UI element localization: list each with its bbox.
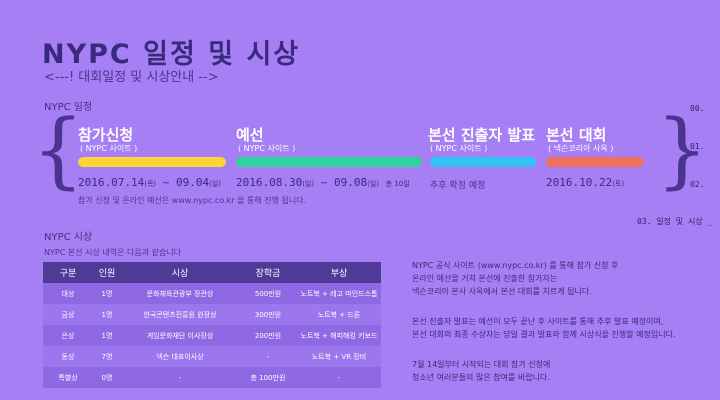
- cell-prize: -: [297, 367, 381, 388]
- cell-category: 동상: [43, 346, 93, 367]
- cell-category: 은상: [43, 325, 93, 346]
- stage-announce-sub: ( NYPC 사이트 ): [430, 144, 488, 153]
- awards-intro: NYPC 본선 시상 내역은 다음과 같습니다: [44, 248, 182, 257]
- stage-apply-bar: [78, 157, 226, 167]
- cell-prize: 노트북 + VR 장비: [297, 346, 381, 367]
- apply-end-date: 09.04: [176, 176, 210, 189]
- stage-prelim-bar: [236, 157, 422, 167]
- side-nav-item-01[interactable]: 01.: [690, 142, 705, 151]
- cell-prize: 노트북 + 드론: [297, 304, 381, 325]
- awards-header-row: 구분 인원 시상 장학금 부상: [43, 262, 381, 283]
- prelim-start-day: (일): [302, 180, 315, 188]
- info-paragraph-1: NYPC 공식 사이트 (www.nypc.co.kr) 를 통해 참가 신청 …: [412, 259, 618, 298]
- cell-prize: 노트북 + 해피해킹 키보드: [297, 325, 381, 346]
- stage-announce-bar: [430, 157, 536, 167]
- cell-count: 0명: [93, 367, 121, 388]
- schedule-note: 참가 신청 및 온라인 예선은 www.nypc.co.kr 을 통해 진행 됩…: [78, 196, 307, 205]
- final-date-day: (토): [612, 180, 625, 188]
- apply-start-day: (목): [144, 180, 157, 188]
- prelim-total-days: 총 10일: [385, 180, 410, 188]
- table-row: 대상 1명 문화체육관광부 장관상 500만원 노트북 + 레고 마인드스톰: [43, 283, 381, 304]
- col-header-prize: 부상: [297, 262, 381, 283]
- cell-award: 한국콘텐츠진흥원 원장상: [121, 304, 239, 325]
- stage-final-title: 본선 대회: [546, 126, 607, 144]
- info-line: 온라인 예선을 거쳐 본선에 진출한 참가자는: [412, 274, 558, 283]
- cell-scholarship: 300만원: [239, 304, 297, 325]
- final-date-value: 2016.10.22: [546, 176, 613, 189]
- info-line: 본선 대회의 최종 수상자는 당일 결과 발표와 함께 시상식을 진행할 예정입…: [412, 330, 676, 339]
- announce-date: 추후 확정 예정: [430, 181, 486, 191]
- cell-scholarship: 총 100만원: [239, 367, 297, 388]
- cell-scholarship: 200만원: [239, 325, 297, 346]
- info-line: 넥슨코리아 본사 사옥에서 본선 대회를 치르게 됩니다.: [412, 287, 592, 296]
- stage-announce-title: 본선 진출자 발표: [428, 126, 536, 144]
- side-nav-item-02[interactable]: 02.: [690, 180, 705, 189]
- prelim-start-date: 2016.08.30: [236, 176, 303, 189]
- awards-table: 구분 인원 시상 장학금 부상 대상 1명 문화체육관광부 장관상 500만원 …: [43, 262, 381, 388]
- prelim-end-date: 09.08: [334, 176, 368, 189]
- cell-category: 금상: [43, 304, 93, 325]
- awards-heading: NYPC 시상: [44, 232, 93, 243]
- stage-prelim-title: 예선: [236, 126, 264, 144]
- side-nav-item-03-active[interactable]: 03. 일정 및 시상 _: [637, 217, 713, 226]
- info-line: 본선 진출자 발표는 예선이 모두 끝난 후 사이트를 통해 추후 발표 예정이…: [412, 317, 664, 326]
- cell-award: -: [121, 367, 239, 388]
- info-paragraph-3: 7월 14일부터 시작되는 대회 참가 신청에 청소년 여러분들의 많은 참여를…: [412, 358, 550, 384]
- table-row: 금상 1명 한국콘텐츠진흥원 원장상 300만원 노트북 + 드론: [43, 304, 381, 325]
- col-header-scholarship: 장학금: [239, 262, 297, 283]
- col-header-award: 시상: [121, 262, 239, 283]
- table-row: 동상 7명 넥슨 대표이사상 - 노트북 + VR 장비: [43, 346, 381, 367]
- cell-award: 문화체육관광부 장관상: [121, 283, 239, 304]
- col-header-category: 구분: [43, 262, 93, 283]
- right-brace-icon: }: [656, 103, 709, 198]
- cell-scholarship: -: [239, 346, 297, 367]
- left-brace-icon: {: [32, 103, 85, 198]
- cell-scholarship: 500만원: [239, 283, 297, 304]
- info-line: NYPC 공식 사이트 (www.nypc.co.kr) 를 통해 참가 신청 …: [412, 261, 619, 270]
- side-nav-item-00[interactable]: 00.: [690, 104, 705, 113]
- apply-start-date: 2016.07.14: [78, 176, 145, 189]
- cell-count: 1명: [93, 325, 121, 346]
- apply-date-range: 2016.07.14(목) ~ 09.04(일): [78, 176, 221, 189]
- apply-tilde: ~: [162, 176, 170, 189]
- cell-category: 특별상: [43, 367, 93, 388]
- info-line: 청소년 여러분들의 많은 참여를 바랍니다.: [412, 373, 550, 382]
- apply-end-day: (일): [209, 180, 222, 188]
- prelim-tilde: ~: [320, 176, 328, 189]
- cell-category: 대상: [43, 283, 93, 304]
- prelim-date-range: 2016.08.30(일) ~ 09.08(일) 총 10일: [236, 176, 410, 189]
- page-subtitle: <---! 대회일정 및 시상안내 -->: [44, 70, 219, 85]
- info-line: 7월 14일부터 시작되는 대회 참가 신청에: [412, 360, 551, 369]
- prelim-end-day: (일): [367, 180, 380, 188]
- table-row: 특별상 0명 - 총 100만원 -: [43, 367, 381, 388]
- cell-count: 1명: [93, 304, 121, 325]
- cell-count: 1명: [93, 283, 121, 304]
- cell-prize: 노트북 + 레고 마인드스톰: [297, 283, 381, 304]
- cell-award: 게임문화재단 이사장상: [121, 325, 239, 346]
- stage-final-bar: [546, 157, 644, 167]
- col-header-count: 인원: [93, 262, 121, 283]
- page-title: NYPC 일정 및 시상: [42, 39, 301, 70]
- stage-final-sub: ( 넥슨코리아 사옥 ): [548, 144, 614, 153]
- stage-apply-title: 참가신청: [78, 126, 134, 144]
- final-date: 2016.10.22(토): [546, 176, 624, 189]
- cell-count: 7명: [93, 346, 121, 367]
- cell-award: 넥슨 대표이사상: [121, 346, 239, 367]
- info-paragraph-2: 본선 진출자 발표는 예선이 모두 끝난 후 사이트를 통해 추후 발표 예정이…: [412, 315, 676, 341]
- table-row: 은상 1명 게임문화재단 이사장상 200만원 노트북 + 해피해킹 키보드: [43, 325, 381, 346]
- stage-prelim-sub: ( NYPC 사이트 ): [238, 144, 296, 153]
- stage-apply-sub: ( NYPC 사이트 ): [80, 144, 138, 153]
- schedule-heading: NYPC 일정: [44, 102, 93, 113]
